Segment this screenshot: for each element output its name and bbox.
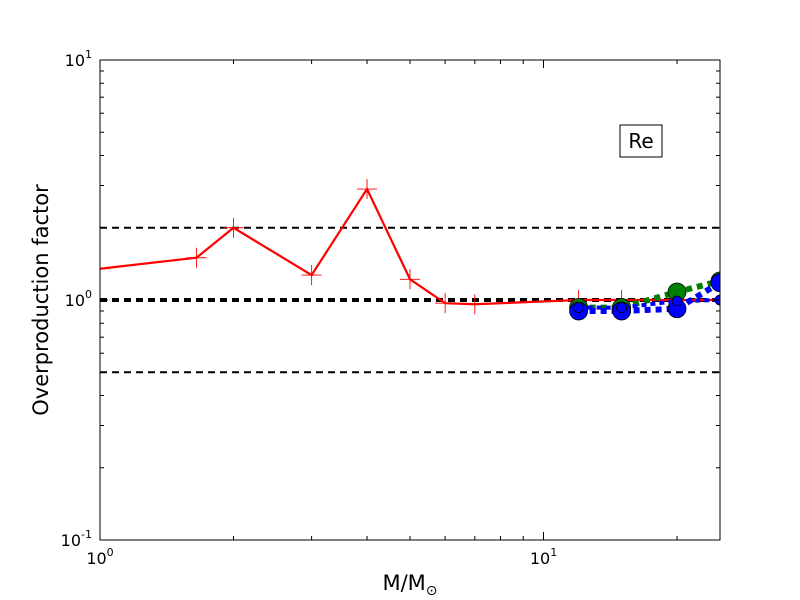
y-tick-label: 10-1 (61, 528, 92, 550)
x-axis-label-main: M/M (382, 571, 425, 595)
y-axis-label: Overproduction factor (29, 184, 53, 416)
data-point (100, 258, 110, 279)
x-axis-label-sub: ⊙ (426, 583, 438, 599)
series-0 (100, 179, 720, 315)
x-tick-label: 100 (86, 546, 113, 568)
series-3 (573, 294, 720, 313)
y-tick-label: 101 (65, 48, 92, 70)
series-line (578, 278, 720, 311)
data-point (223, 217, 244, 238)
series-line (578, 298, 720, 310)
y-tick-label: 100 (65, 288, 92, 310)
annotation-label: Re (628, 129, 653, 153)
data-point (357, 179, 378, 200)
data-point (710, 273, 720, 293)
x-axis-label: M/M⊙ (382, 571, 437, 599)
data-point (435, 293, 456, 314)
data-point (400, 269, 420, 290)
data-point (616, 302, 628, 313)
data-point (464, 294, 485, 315)
series-2 (569, 273, 720, 321)
series-line (578, 280, 720, 314)
x-tick-label: 101 (530, 546, 557, 568)
data-point (671, 295, 683, 307)
data-point (573, 302, 585, 313)
data-point (186, 247, 207, 268)
annotation-box: Re (619, 124, 663, 158)
data-point (301, 265, 322, 286)
series-layer (100, 179, 720, 321)
